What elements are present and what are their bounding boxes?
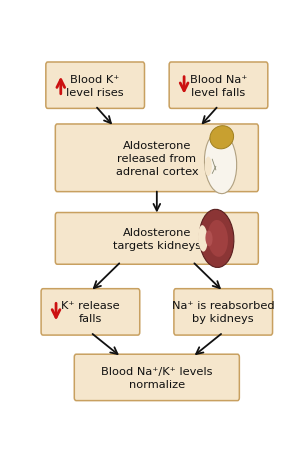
Ellipse shape [198, 226, 207, 252]
Ellipse shape [199, 210, 234, 268]
FancyBboxPatch shape [174, 289, 273, 336]
Ellipse shape [210, 126, 233, 150]
Text: Aldosterone
released from
adrenal cortex: Aldosterone released from adrenal cortex [115, 140, 198, 177]
FancyBboxPatch shape [74, 354, 239, 401]
Text: Na⁺ is reabsorbed
by kidneys: Na⁺ is reabsorbed by kidneys [172, 301, 274, 324]
Ellipse shape [205, 157, 212, 177]
Ellipse shape [205, 231, 213, 247]
Text: Blood Na⁺
level falls: Blood Na⁺ level falls [190, 74, 247, 98]
FancyBboxPatch shape [55, 213, 258, 265]
Ellipse shape [207, 220, 228, 257]
Text: Aldosterone
targets kidneys: Aldosterone targets kidneys [113, 227, 201, 251]
Text: K⁺ release
falls: K⁺ release falls [61, 301, 120, 324]
FancyBboxPatch shape [169, 63, 268, 109]
FancyBboxPatch shape [55, 125, 258, 192]
Text: Blood K⁺
level rises: Blood K⁺ level rises [66, 74, 124, 98]
Text: Blood Na⁺/K⁺ levels
normalize: Blood Na⁺/K⁺ levels normalize [101, 366, 213, 389]
FancyBboxPatch shape [41, 289, 140, 336]
Ellipse shape [204, 133, 237, 194]
FancyBboxPatch shape [46, 63, 144, 109]
